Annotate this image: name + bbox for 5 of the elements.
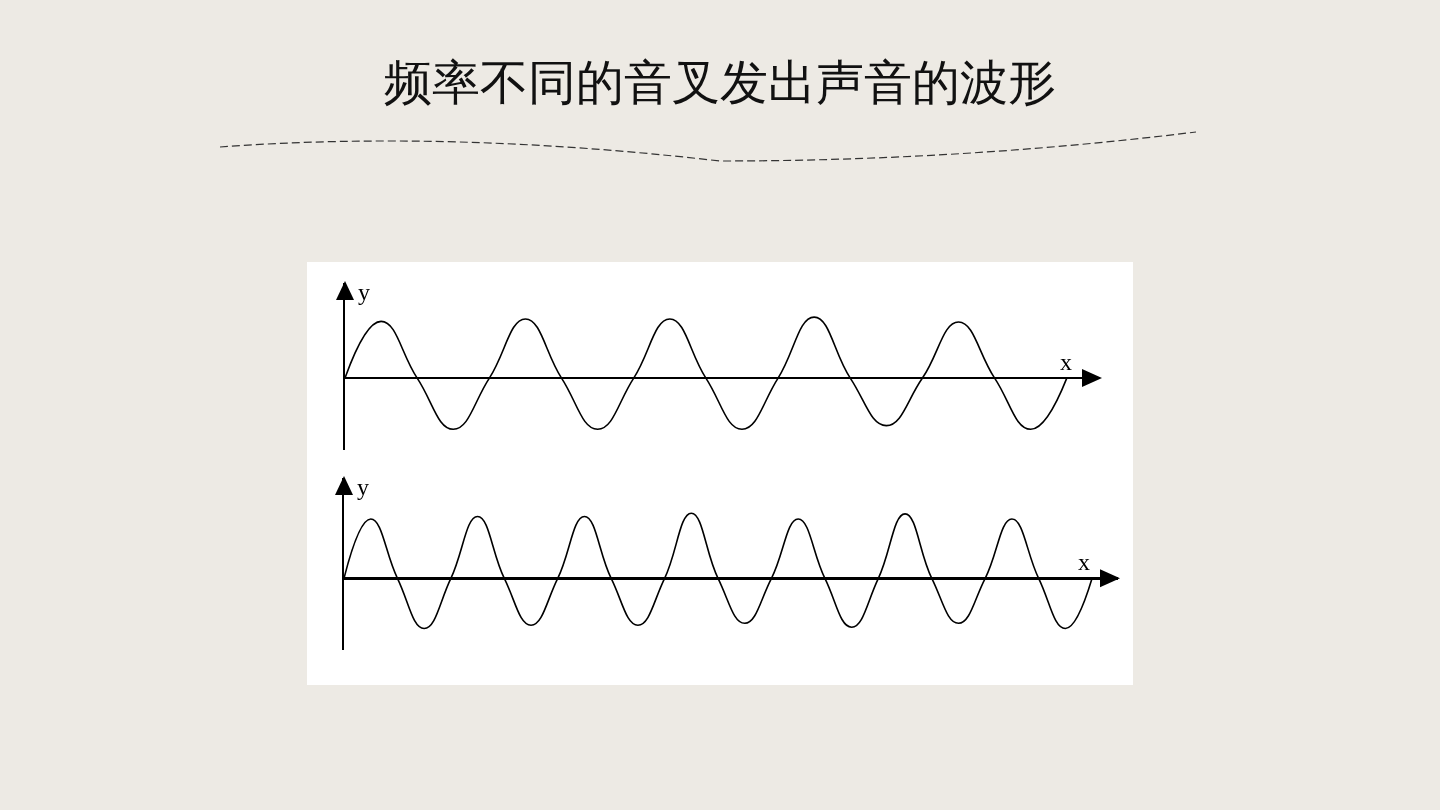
x-axis-title: x [1060, 349, 1072, 375]
chart-title: 频率不同的音叉发出声音的波形 [383, 53, 1057, 112]
y-axis-title: y [357, 474, 369, 500]
y-axis-title: y [358, 279, 370, 305]
x-axis-title: x [1078, 549, 1090, 575]
